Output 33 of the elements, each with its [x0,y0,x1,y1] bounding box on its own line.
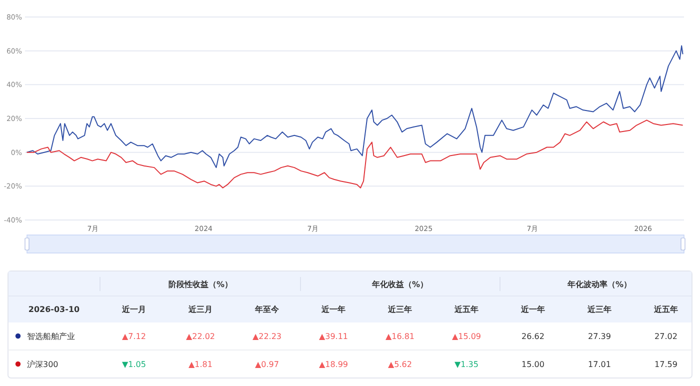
category-label: 近三年 [586,305,612,314]
cell: 17.01 [588,360,611,369]
cell: ▲5.62 [388,360,412,369]
text: 年化波动率（%） [566,279,632,289]
cell: 17.59 [654,360,678,369]
cell: ▲1.81 [188,360,212,369]
cell: ▲22.23 [252,332,282,341]
cell: ▲18.99 [318,360,348,369]
legend-label: 智选船舶产业 [27,332,75,341]
category-label: 近一月 [121,305,146,314]
category-label: 近五年 [653,305,678,314]
cell: 26.62 [522,332,544,341]
cell: ▲39.11 [318,332,348,341]
cell: 27.02 [654,332,678,341]
text: 阶段性收益（%） [168,280,233,289]
legend-label: 沪深300 [27,360,58,369]
text: 年化收益（%） [370,280,428,289]
cell: ▲16.81 [385,332,415,341]
cell: ▲0.97 [255,360,279,369]
cell: ▼1.05 [122,360,146,369]
category-label: 近一年 [320,305,346,314]
cell: ▲15.09 [452,332,482,341]
category-label: 近五年 [454,305,478,314]
text: 2026-03-10 [28,305,80,314]
cell: ▲7.12 [122,332,146,341]
category-label: 近一年 [520,305,545,314]
cell: 27.39 [588,332,611,341]
cell: ▼1.35 [454,360,478,369]
category-label: 近三月 [188,305,212,314]
category-label: 近三年 [387,305,412,314]
category-label: 年至今 [254,305,280,314]
cell: ▲22.02 [186,332,216,341]
cell: 15.00 [522,360,544,369]
